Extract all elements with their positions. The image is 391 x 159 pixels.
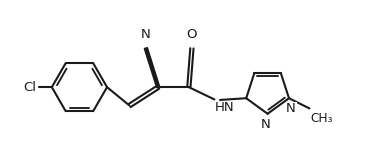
Text: O: O (187, 28, 197, 41)
Text: HN: HN (215, 101, 235, 114)
Text: N: N (286, 102, 296, 115)
Text: Cl: Cl (23, 81, 36, 94)
Text: CH₃: CH₃ (310, 111, 333, 124)
Text: N: N (141, 28, 151, 41)
Text: N: N (261, 118, 271, 131)
